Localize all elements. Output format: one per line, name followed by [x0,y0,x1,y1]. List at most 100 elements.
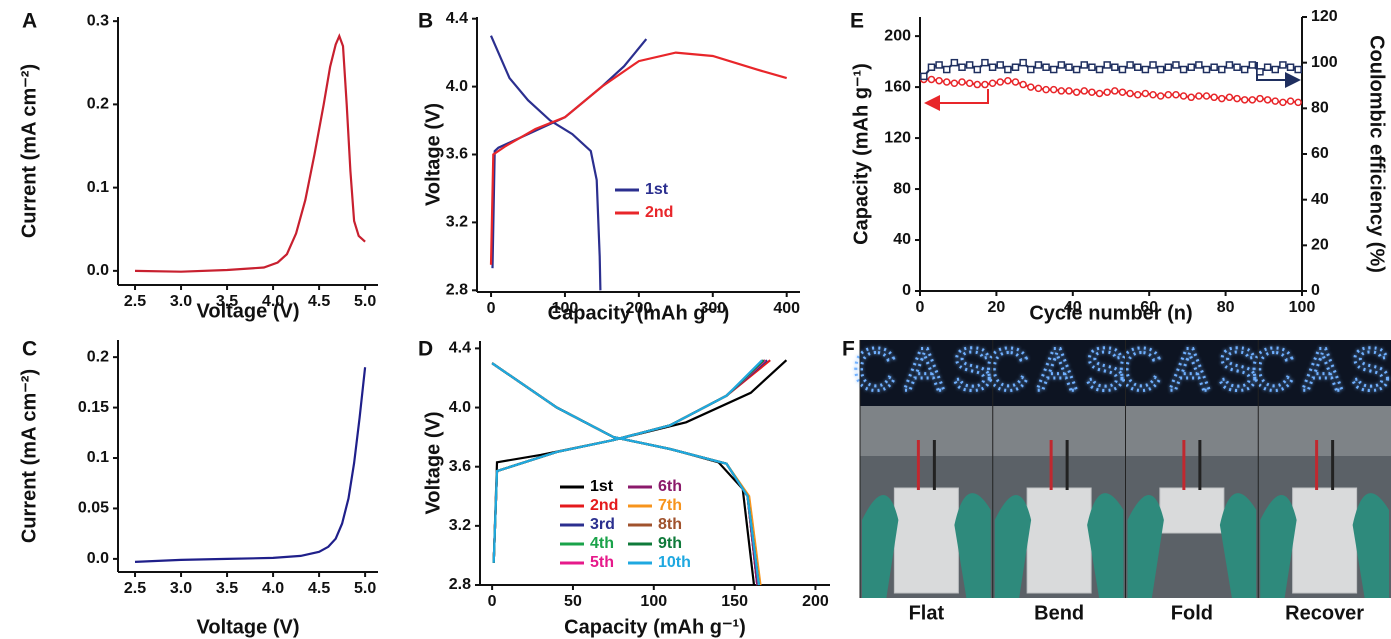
y-tick-label: 4.0 [446,78,468,95]
x-tick-label: 3.0 [170,580,192,597]
legend-label: 5th [590,554,614,571]
x-axis-label: Cycle number (n) [1029,302,1192,324]
point [1027,83,1035,91]
point [1103,88,1111,96]
point [988,79,997,88]
point [1034,61,1043,69]
legend-label: 8th [658,516,682,533]
point [1111,63,1119,71]
point [1057,61,1066,69]
point [1256,68,1264,76]
point [942,78,951,86]
y2-tick-label: 80 [1311,100,1329,117]
point [958,63,966,71]
point [1187,93,1195,102]
y-tick-label: 0.2 [87,96,109,113]
y-tick-label: 0.3 [87,12,109,29]
point [1149,61,1157,69]
arrow [924,89,989,111]
wall [1125,406,1259,456]
point [1118,65,1127,74]
point [1042,63,1050,71]
y-axis-label: Voltage (V) [422,412,444,515]
point [1072,88,1081,96]
point [1263,63,1272,71]
y-axis-label: Current (mA cm⁻²) [18,369,40,543]
y2-tick-label: 120 [1311,8,1338,25]
point [1111,87,1119,95]
glove [1219,493,1257,598]
y-tick-label: 2.8 [446,282,468,299]
series-line [491,359,767,586]
x-tick-label: 100 [1289,299,1316,316]
point [1095,89,1104,98]
x-tick-label: 2.5 [124,580,146,597]
y-tick-label: 2.8 [449,576,471,593]
point [1004,76,1012,85]
series-line [491,359,765,586]
battery-pouch [1159,487,1225,534]
y-tick-label: 0.0 [87,262,109,279]
x-tick-label: 0 [916,299,925,316]
x-tick-label: 60 [1140,299,1158,316]
legend-label: 6th [658,478,682,495]
y-tick-label: 4.0 [449,399,471,416]
y-axis-label: Capacity (mAh g⁻¹) [850,63,872,245]
battery-pouch [1026,487,1092,594]
wall [860,406,993,456]
y-tick-label: 0.1 [87,179,109,196]
series-line [134,33,366,273]
x-tick-label: 5.0 [354,293,376,310]
point [1218,94,1226,103]
legend-label: 10th [658,554,691,571]
point [1149,90,1157,99]
point [1164,90,1173,99]
glove [862,495,899,598]
y2-tick-label: 100 [1311,54,1338,71]
y2-tick-label: 0 [1311,282,1320,299]
point [1263,96,1272,104]
point [1156,65,1165,74]
point [965,79,974,88]
series-line [489,35,648,291]
point [1080,61,1089,69]
x-tick-label: 5.0 [354,580,376,597]
y-tick-label: 3.2 [449,517,471,534]
legend-label: 1st [645,181,669,198]
point [996,61,1004,69]
point [1133,90,1142,99]
point [1179,92,1188,100]
x-tick-label: 3.5 [216,580,238,597]
point [988,63,997,71]
x-tick-label: 300 [699,300,726,317]
point [1271,65,1280,74]
glove [994,495,1032,598]
x-tick-label: 0 [488,593,497,610]
y-tick-label: 0.05 [78,500,109,517]
point [1248,96,1257,104]
point [920,72,928,81]
point [1065,87,1073,95]
x-tick-label: 100 [552,300,579,317]
legend-label: 3rd [590,516,615,533]
glove [1087,493,1124,598]
y-tick-label: 120 [884,129,911,146]
x-tick-label: 80 [1217,299,1235,316]
point [1172,90,1180,99]
x-tick-label: 40 [1064,299,1082,316]
point [1004,65,1012,74]
legend-label: 7th [658,497,682,514]
series-line [134,367,367,563]
y-axis-label: Current (mA cm⁻²) [18,64,40,238]
point [1049,65,1058,74]
x-tick-label: 4.5 [308,293,330,310]
panel-label: A [22,10,37,33]
y-tick-label: 3.6 [446,146,468,163]
series-line [491,359,765,586]
legend-label: 1st [590,478,614,495]
point [1195,61,1203,69]
y-tick-label: 40 [893,231,911,248]
y-tick-label: 0.2 [87,348,109,365]
point [1126,89,1134,98]
